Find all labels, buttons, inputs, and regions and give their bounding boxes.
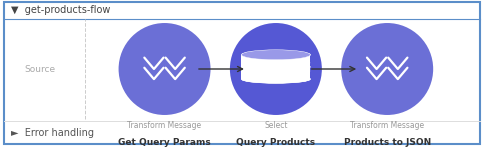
Ellipse shape <box>242 60 310 65</box>
FancyBboxPatch shape <box>4 2 480 144</box>
Ellipse shape <box>242 75 310 83</box>
Ellipse shape <box>242 50 310 60</box>
Text: Transform Message: Transform Message <box>127 121 202 130</box>
Text: Products to JSON: Products to JSON <box>344 138 431 147</box>
Text: Select: Select <box>264 121 287 130</box>
Ellipse shape <box>341 23 433 115</box>
Text: Get Query Params: Get Query Params <box>118 138 211 147</box>
Ellipse shape <box>230 23 322 115</box>
Text: Source: Source <box>24 64 55 74</box>
Polygon shape <box>242 55 310 79</box>
Text: ►  Error handling: ► Error handling <box>11 128 93 138</box>
Ellipse shape <box>242 51 310 59</box>
Ellipse shape <box>242 63 310 71</box>
Ellipse shape <box>119 23 211 115</box>
Ellipse shape <box>242 69 310 74</box>
Text: Query Products: Query Products <box>236 138 316 147</box>
Ellipse shape <box>242 75 310 83</box>
Text: ▼  get-products-flow: ▼ get-products-flow <box>11 5 110 15</box>
Text: Transform Message: Transform Message <box>350 121 424 130</box>
